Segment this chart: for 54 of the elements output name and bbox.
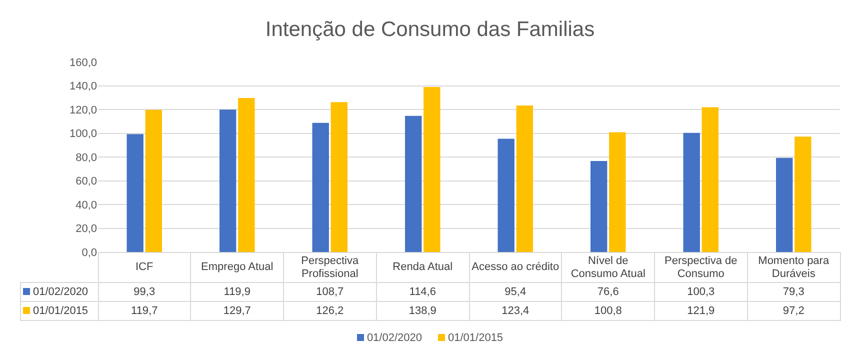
y-tick-label: 80,0 [76, 152, 97, 164]
bar [330, 102, 348, 252]
y-tick-label: 120,0 [69, 104, 97, 116]
bar [590, 161, 608, 252]
bar [126, 134, 144, 252]
bar [776, 158, 793, 252]
data-label: 79,3 [747, 282, 840, 302]
bar [498, 138, 514, 252]
y-tick-label: 100,0 [69, 128, 97, 140]
text: 01/01/2015 [448, 332, 504, 344]
x-tick-label: Perspectiva de Consumo [654, 252, 748, 282]
data-label: 126,2 [284, 302, 376, 320]
data-label: 76,6 [562, 282, 654, 302]
bar [702, 107, 718, 252]
x-tick-label: Emprego Atual [190, 252, 284, 282]
x-tick-label: Acesso ao crédito [469, 252, 562, 282]
bar [220, 110, 236, 252]
data-label: 123,4 [469, 302, 562, 320]
bar [238, 98, 255, 252]
bar [145, 110, 162, 252]
y-tick-label: 20,0 [76, 223, 97, 236]
legend-label: 01/02/2020 [33, 286, 88, 298]
data-label: 121,9 [654, 302, 748, 320]
data-label: 100,3 [654, 282, 748, 302]
bar [794, 136, 812, 252]
data-label: 129,7 [190, 302, 284, 320]
bar [683, 132, 700, 252]
data-label: 138,9 [376, 302, 469, 320]
bar [312, 122, 329, 252]
data-label: 95,4 [469, 282, 562, 302]
chart-title: Intenção de Consumo das Familias [265, 18, 595, 42]
x-tick-label: ICF [98, 252, 191, 282]
data-label: 97,2 [747, 302, 840, 320]
x-tick-label: Momento para Duráveis [747, 252, 840, 282]
data-label: 114,6 [376, 282, 469, 302]
bar [609, 132, 626, 252]
data-label: 119,7 [98, 302, 191, 320]
y-tick-label: 0,0 [82, 246, 97, 259]
x-tick-label: Renda Atual [376, 252, 469, 282]
y-tick-label: 160,0 [69, 56, 97, 69]
text: 01/02/2020 [366, 332, 422, 344]
x-tick-label: Perspectiva Profissional [284, 252, 376, 282]
bar [424, 87, 440, 252]
data-label: 119,9 [190, 282, 284, 302]
bar [516, 105, 533, 252]
y-tick-label: 60,0 [76, 176, 97, 188]
y-tick-label: 140,0 [69, 80, 97, 93]
x-tick-label: Nível de Consumo Atual [562, 252, 654, 282]
data-label: 99,3 [98, 282, 191, 302]
data-label: 100,8 [562, 302, 654, 320]
y-tick-label: 40,0 [76, 199, 97, 212]
bar [405, 116, 422, 252]
legend-label: 01/01/2015 [33, 304, 88, 316]
data-label: 108,7 [284, 282, 376, 302]
